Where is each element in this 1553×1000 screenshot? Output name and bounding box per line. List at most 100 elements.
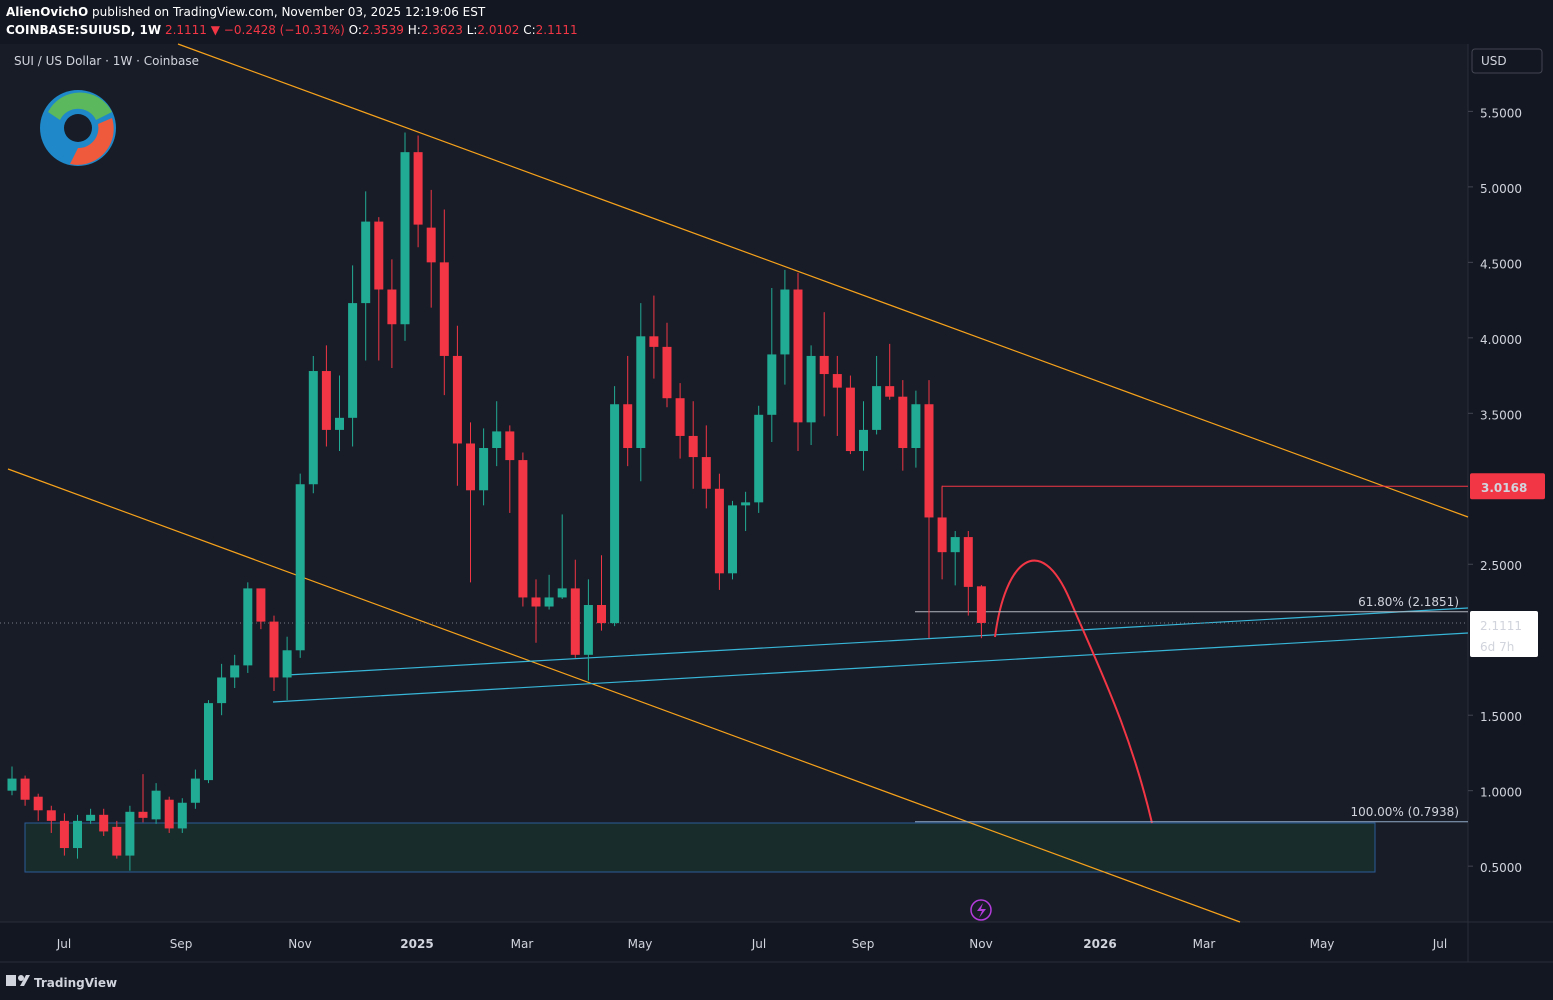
candle-body bbox=[832, 374, 842, 388]
currency-box bbox=[1471, 48, 1543, 74]
ohlc-key: H: bbox=[408, 23, 421, 37]
change: ▼ −0.2428 (−10.31%) bbox=[211, 23, 345, 37]
candle-body bbox=[741, 502, 751, 506]
candle-body bbox=[400, 152, 410, 325]
candle-body bbox=[780, 289, 790, 355]
fib-label: 61.80% (2.1851) bbox=[1358, 595, 1459, 609]
x-tick-label: Jul bbox=[1432, 937, 1447, 951]
candle-body bbox=[898, 396, 908, 449]
candle-body bbox=[728, 505, 737, 574]
candle-body bbox=[819, 355, 829, 375]
candle-body bbox=[361, 221, 371, 304]
candle-body bbox=[204, 703, 213, 781]
candle-body bbox=[33, 796, 43, 811]
y-tick-label: 5.5000 bbox=[1480, 106, 1522, 120]
x-tick-label: Nov bbox=[969, 937, 992, 951]
last-price-tag bbox=[1470, 610, 1538, 657]
candle-body bbox=[256, 588, 266, 622]
candle-body bbox=[610, 404, 620, 624]
candle-body bbox=[583, 605, 593, 655]
fib-label: 100.00% (0.7938) bbox=[1350, 805, 1459, 819]
x-tick-label: Jul bbox=[56, 937, 71, 951]
candle-body bbox=[308, 371, 318, 485]
chart-title: SUI / US Dollar · 1W · Coinbase bbox=[14, 54, 199, 68]
plot-area bbox=[0, 44, 1468, 922]
candle-body bbox=[714, 488, 724, 574]
candle-body bbox=[675, 398, 685, 436]
candle-body bbox=[963, 537, 973, 587]
ohlc-value: 2.1111 bbox=[536, 23, 578, 37]
published: published on TradingView.com, November 0… bbox=[92, 5, 486, 19]
candle-body bbox=[20, 778, 30, 800]
trendline bbox=[177, 43, 1469, 518]
candle-body bbox=[230, 665, 240, 678]
y-tick-label: 4.0000 bbox=[1480, 333, 1522, 347]
y-tick-label: 2.5000 bbox=[1480, 559, 1522, 573]
candle-body bbox=[492, 431, 502, 449]
candle-body bbox=[518, 460, 528, 598]
candle-body bbox=[557, 588, 567, 598]
candle-body bbox=[413, 152, 423, 225]
candle-body bbox=[374, 221, 384, 290]
candle-body bbox=[597, 605, 606, 624]
y-tick-label: 3.5000 bbox=[1480, 408, 1522, 422]
last: 2.1111 bbox=[165, 23, 207, 37]
x-tick-label: Sep bbox=[852, 937, 875, 951]
candle-body bbox=[335, 417, 344, 430]
header-line-1: AlienOvichO published on TradingView.com… bbox=[6, 5, 486, 19]
candle-body bbox=[806, 355, 816, 423]
x-tick-label: Sep bbox=[170, 937, 193, 951]
last-price-label: 2.1111 bbox=[1480, 619, 1522, 633]
trendline bbox=[7, 468, 1241, 923]
candle-body bbox=[976, 586, 986, 623]
candle-body bbox=[859, 429, 868, 452]
candle-body bbox=[649, 336, 659, 347]
candle-body bbox=[479, 448, 489, 491]
candle-body bbox=[767, 354, 777, 415]
candle-body bbox=[452, 355, 462, 444]
candle-body bbox=[845, 387, 855, 452]
ohlc-value: 2.3623 bbox=[421, 23, 463, 37]
candle-body bbox=[138, 811, 148, 818]
footer-logo bbox=[6, 975, 30, 986]
x-tick-label: Jul bbox=[751, 937, 766, 951]
candle-body bbox=[86, 814, 96, 821]
candle-body bbox=[754, 414, 764, 503]
candle-body bbox=[937, 517, 947, 553]
y-tick-label: 1.5000 bbox=[1480, 710, 1522, 724]
logo bbox=[40, 90, 116, 166]
candle-body bbox=[662, 346, 672, 399]
candle-body bbox=[636, 336, 646, 449]
candle-body bbox=[112, 826, 122, 856]
candle-body bbox=[466, 443, 475, 491]
lightning-icon bbox=[970, 899, 992, 921]
candle-body bbox=[570, 588, 580, 655]
candle-body bbox=[190, 778, 200, 803]
x-tick-label: May bbox=[1310, 937, 1335, 951]
header-line-2: COINBASE:SUIUSD, 1W 2.1111 ▼ −0.2428 (−1… bbox=[6, 23, 578, 37]
candle-body bbox=[348, 303, 358, 418]
ohlc-value: 2.3539 bbox=[362, 23, 404, 37]
candle-body bbox=[872, 386, 882, 430]
candle-body bbox=[950, 537, 960, 553]
candle-body bbox=[531, 597, 541, 607]
candle-body bbox=[505, 431, 515, 461]
candle-body bbox=[59, 820, 69, 849]
footer-brand: TradingView bbox=[34, 976, 117, 990]
candle-body bbox=[46, 810, 56, 821]
price-tag bbox=[1470, 473, 1545, 500]
x-tick-label: Nov bbox=[288, 937, 311, 951]
candle-body bbox=[7, 778, 17, 791]
candle-body bbox=[623, 404, 633, 449]
x-tick-label: May bbox=[628, 937, 653, 951]
support-line bbox=[272, 632, 1469, 703]
symbol: COINBASE:SUIUSD, 1W bbox=[6, 23, 161, 37]
candle-body bbox=[164, 799, 174, 829]
candle-body bbox=[439, 262, 449, 356]
x-tick-label: Mar bbox=[1193, 937, 1216, 951]
candle-body bbox=[701, 457, 711, 489]
ohlc-value: 2.0102 bbox=[477, 23, 519, 37]
candle-body bbox=[885, 386, 895, 397]
